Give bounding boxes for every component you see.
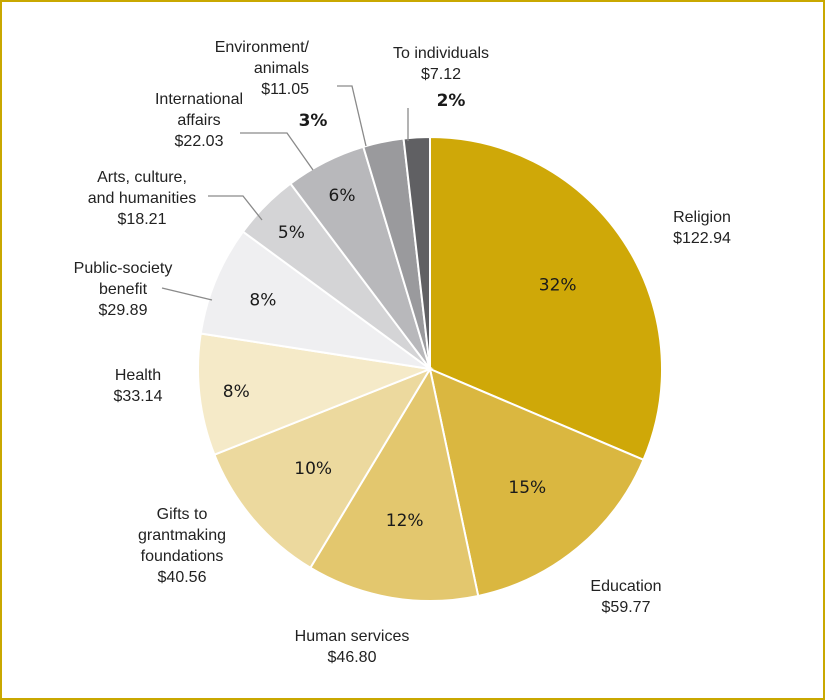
value-label-religion: $122.94 bbox=[673, 230, 731, 247]
category-label-to-individuals: To individuals $7.12 bbox=[393, 45, 489, 83]
pie-slices bbox=[197, 135, 663, 602]
pie-slice-human-services bbox=[309, 366, 480, 602]
pie-slice-public-society-benefit bbox=[199, 230, 431, 370]
percent-label-religion: 32% bbox=[539, 276, 577, 296]
value-label-to-individuals: $7.12 bbox=[421, 66, 461, 83]
value-label-public-society-benefit: $29.89 bbox=[99, 302, 148, 319]
category-text-environment-animals: Environment/ bbox=[215, 39, 310, 56]
category-text-to-individuals: To individuals bbox=[393, 45, 489, 62]
leader-line-arts-culture-and-humanities bbox=[208, 195, 263, 221]
category-text-religion: Religion bbox=[673, 209, 731, 226]
percent-label-human-services: 12% bbox=[386, 511, 424, 531]
pie-slice-health bbox=[197, 332, 434, 456]
value-label-international-affairs: $22.03 bbox=[175, 133, 224, 150]
category-label-human-services: Human services $46.80 bbox=[295, 628, 410, 666]
value-label-arts-culture-and-humanities: $18.21 bbox=[118, 211, 167, 228]
category-text-international-affairs: International bbox=[155, 91, 243, 108]
pie-slice-religion bbox=[429, 135, 663, 462]
category-text-environment-animals: animals bbox=[254, 60, 309, 77]
pie-slice-gifts-to-grantmaking-foundations bbox=[213, 366, 433, 570]
category-text-arts-culture-and-humanities: and humanities bbox=[88, 190, 197, 207]
percent-label-to-individuals: 2% bbox=[437, 91, 466, 111]
percent-label-public-society-benefit: 8% bbox=[249, 291, 276, 311]
category-text-human-services: Human services bbox=[295, 628, 410, 645]
category-label-environment-animals: Environment/animals $11.05 bbox=[215, 39, 310, 98]
category-label-gifts-to-grantmaking-foundations: Gifts to grantmaking foundations $40.56 bbox=[138, 506, 226, 586]
category-text-education: Education bbox=[590, 578, 661, 595]
category-text-international-affairs: affairs bbox=[177, 112, 220, 129]
pie-slice-education bbox=[428, 367, 645, 598]
category-text-gifts-to-grantmaking-foundations: foundations bbox=[141, 548, 224, 565]
category-text-public-society-benefit: Public-society bbox=[74, 260, 173, 277]
category-label-international-affairs: International affairs $22.03 bbox=[155, 91, 243, 150]
category-text-arts-culture-and-humanities: Arts, culture, bbox=[97, 169, 187, 186]
pie-slice-to-individuals bbox=[402, 135, 431, 370]
category-text-public-society-benefit: benefit bbox=[99, 281, 148, 298]
leader-line-environment-animals bbox=[337, 85, 367, 147]
value-label-health: $33.14 bbox=[114, 388, 163, 405]
category-label-public-society-benefit: Public-society benefit $29.89 bbox=[74, 260, 173, 319]
value-label-environment-animals: $11.05 bbox=[261, 81, 309, 98]
percent-label-education: 15% bbox=[508, 478, 546, 498]
value-label-gifts-to-grantmaking-foundations: $40.56 bbox=[158, 569, 207, 586]
value-label-education: $59.77 bbox=[602, 599, 651, 616]
category-label-arts-culture-and-humanities: Arts, culture, and humanities $18.21 bbox=[88, 169, 197, 228]
percent-label-arts-culture-and-humanities: 5% bbox=[278, 223, 305, 243]
category-labels: Religion $122.94 Education $59.77 Human serv… bbox=[74, 39, 731, 666]
leader-line-public-society-benefit bbox=[161, 287, 213, 301]
category-label-religion: Religion $122.94 bbox=[673, 209, 731, 247]
category-label-health: Health $33.14 bbox=[114, 367, 163, 405]
value-label-human-services: $46.80 bbox=[328, 649, 377, 666]
percent-labels: 32% 15% 12% 10% 8% 8% 5% 6% 3% 2% bbox=[223, 91, 577, 531]
percent-label-gifts-to-grantmaking-foundations: 10% bbox=[294, 459, 332, 479]
percent-label-international-affairs: 6% bbox=[329, 186, 356, 206]
category-text-gifts-to-grantmaking-foundations: Gifts to bbox=[157, 506, 208, 523]
leader-lines bbox=[161, 85, 409, 301]
percent-label-health: 8% bbox=[223, 382, 250, 402]
category-label-education: Education $59.77 bbox=[590, 578, 661, 616]
percent-label-environment-animals: 3% bbox=[299, 111, 328, 131]
category-text-health: Health bbox=[115, 367, 161, 384]
leader-line-international-affairs bbox=[240, 132, 314, 171]
category-text-gifts-to-grantmaking-foundations: grantmaking bbox=[138, 527, 226, 544]
